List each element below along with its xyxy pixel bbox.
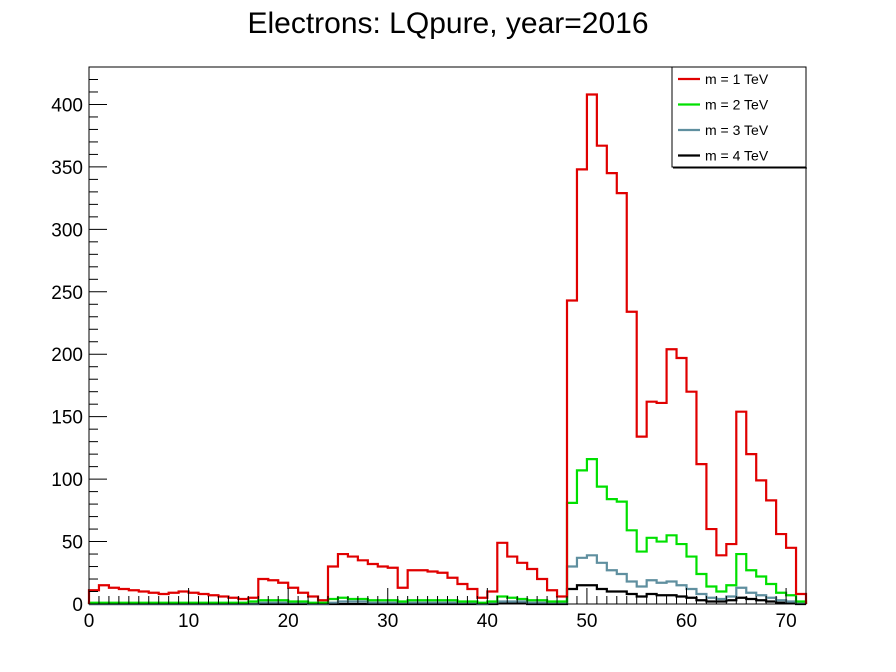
y-tick-label: 250	[51, 283, 83, 304]
legend-entry: m = 3 TeV	[705, 122, 769, 138]
y-tick-label: 100	[51, 470, 83, 491]
legend-entry: m = 4 TeV	[705, 148, 769, 164]
legend-entry: m = 2 TeV	[705, 97, 769, 113]
x-tick-label: 70	[776, 611, 797, 632]
x-tick-label: 20	[278, 611, 299, 632]
y-tick-label: 350	[51, 158, 83, 179]
x-tick-label: 50	[576, 611, 597, 632]
x-tick-label: 10	[178, 611, 199, 632]
series-line-1	[87, 93, 808, 604]
y-tick-label: 0	[72, 595, 83, 616]
y-tick-label: 50	[62, 533, 83, 554]
x-tick-label: 60	[676, 611, 697, 632]
y-tick-label: 400	[51, 95, 83, 116]
axes: 0 10 20 30 40 50 60 70 0 50 100 150 200 250 300 350 400	[51, 66, 807, 632]
x-tick-label: 40	[477, 611, 498, 632]
legend-box	[671, 66, 807, 168]
chart-title: Electrons: LQpure, year=2016	[247, 7, 648, 40]
y-tick-label: 200	[51, 345, 83, 366]
series-line-2	[87, 458, 808, 604]
x-tick-label: 0	[84, 611, 95, 632]
plot-area	[87, 93, 808, 606]
legend: m = 1 TeV m = 2 TeV m = 3 TeV m = 4 TeV	[671, 66, 807, 169]
y-tick-label: 150	[51, 408, 83, 429]
y-tick-label: 300	[51, 220, 83, 241]
x-tick-label: 30	[377, 611, 398, 632]
legend-entry: m = 1 TeV	[705, 71, 769, 87]
